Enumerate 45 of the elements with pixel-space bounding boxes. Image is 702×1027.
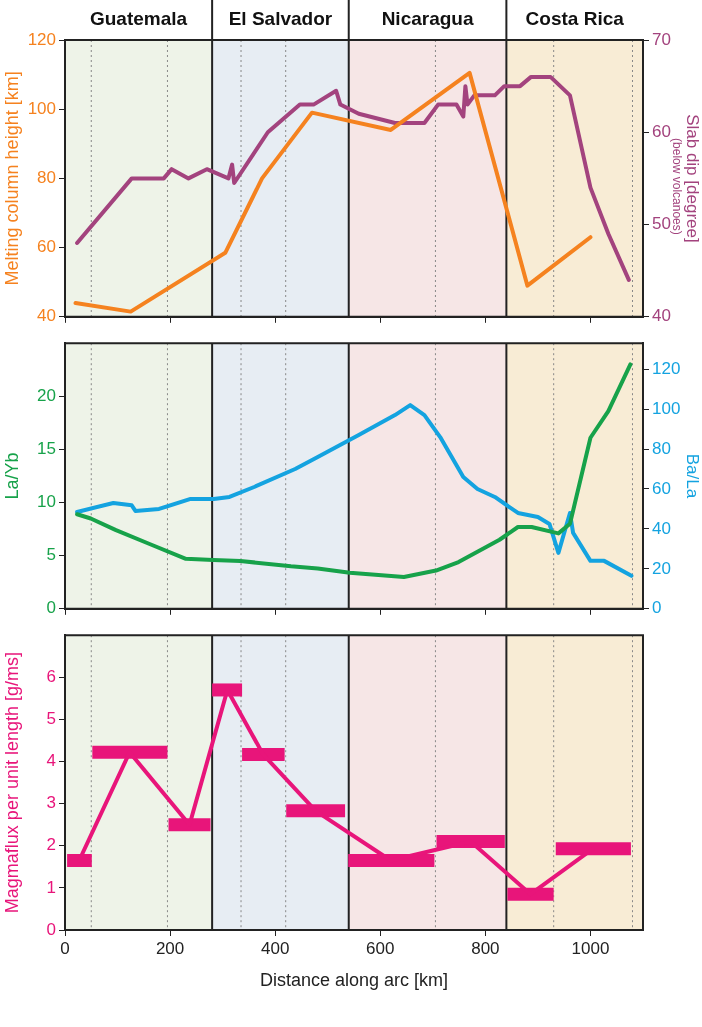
x-tick-label: 0 — [60, 938, 70, 958]
y2-tick-label: 20 — [652, 558, 671, 578]
y2-tick-label: 80 — [652, 438, 671, 458]
y-tick-label: 60 — [37, 237, 56, 257]
x-tick-label: 400 — [260, 938, 290, 958]
y-tick-label: 120 — [27, 29, 56, 49]
y2-tick-label: 0 — [652, 598, 662, 618]
y-tick-label: 4 — [46, 751, 56, 771]
text: (below volcanoes) — [669, 138, 684, 235]
band-label: Guatemala — [89, 8, 188, 30]
y-axis-title: Magmaflux per unit length [g/ms] — [1, 652, 22, 914]
band-label: Nicaragua — [381, 8, 474, 30]
x-tick-label: 600 — [366, 938, 395, 958]
y-tick-label: 0 — [46, 598, 56, 618]
y-tick-label: 2 — [46, 835, 56, 855]
y2-axis-title: Ba/La — [683, 453, 702, 499]
y-tick-label: 10 — [37, 492, 56, 512]
y2-tick-label: 50 — [652, 214, 671, 234]
y-axis-title: Melting column height [km] — [1, 71, 22, 286]
y2-axis-title: Slab dip [degree] — [683, 114, 702, 243]
band-label: Costa Rica — [525, 8, 625, 30]
y-tick-label: 40 — [37, 306, 56, 326]
y-tick-label: 0 — [46, 919, 56, 939]
x-tick-label: 200 — [155, 938, 185, 958]
y-axis-title: La/Yb — [1, 452, 22, 500]
y-tick-label: 1 — [46, 877, 56, 897]
y-tick-label: 80 — [37, 168, 56, 188]
y-tick-label: 20 — [37, 386, 56, 406]
y-tick-label: 6 — [46, 667, 56, 686]
y2-tick-label: 60 — [652, 478, 671, 498]
y2-tick-label: 60 — [652, 121, 671, 141]
y-tick-label: 5 — [46, 545, 56, 565]
y2-tick-label: 120 — [652, 358, 681, 378]
x-tick-label: 1000 — [571, 938, 610, 958]
y2-tick-label: 40 — [652, 306, 671, 326]
y2-tick-label: 70 — [652, 29, 671, 49]
y2-tick-label: 40 — [652, 518, 671, 538]
y-tick-label: 100 — [27, 98, 56, 118]
y-tick-label: 5 — [46, 709, 56, 729]
y2-tick-label: 100 — [652, 398, 681, 418]
y-tick-label: 15 — [37, 439, 56, 459]
x-tick-label: 800 — [471, 938, 500, 958]
y-tick-label: 3 — [46, 793, 56, 813]
band-label: El Salvador — [228, 8, 333, 30]
x-axis-title: Distance along arc [km] — [259, 970, 449, 991]
